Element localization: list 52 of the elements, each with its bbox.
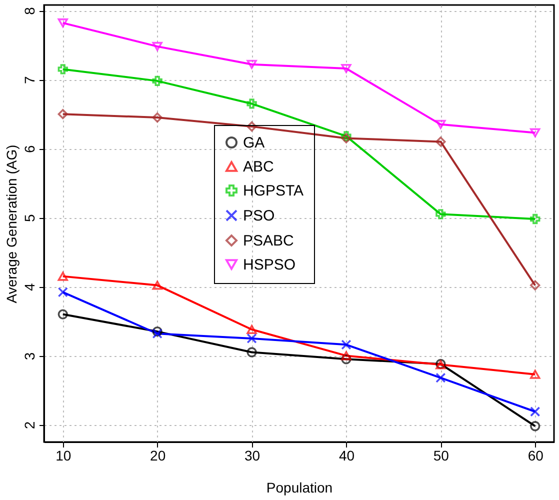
legend-label: ABC	[243, 158, 274, 176]
x-tick-label: 50	[433, 448, 450, 464]
point	[152, 42, 162, 51]
x-tick-label: 60	[528, 448, 544, 464]
y-tick-label: 8	[22, 6, 38, 15]
point	[436, 136, 446, 147]
point	[246, 347, 257, 358]
point	[341, 64, 352, 74]
x-axis-title: Population	[266, 480, 333, 496]
point	[58, 287, 68, 298]
point	[436, 209, 446, 220]
y-tick-label: 2	[22, 421, 38, 430]
x-tick-label: 20	[150, 448, 166, 464]
point	[246, 121, 257, 132]
legend-label: PSO	[243, 208, 275, 224]
point	[58, 272, 68, 281]
point	[246, 98, 257, 109]
x-tick-label: 10	[56, 448, 72, 464]
legend-label: GA	[243, 134, 265, 152]
legend-label: HGPSTA	[243, 182, 304, 200]
point	[58, 18, 68, 28]
point	[530, 214, 540, 224]
point	[530, 128, 540, 138]
point	[341, 354, 352, 364]
point	[246, 60, 257, 69]
point	[152, 326, 162, 337]
y-tick-label: 7	[22, 76, 38, 84]
y-axis-title: Average Generation (AG)	[4, 144, 20, 304]
x-tick-label: 40	[338, 448, 355, 464]
y-tick-label: 4	[22, 283, 38, 292]
point	[152, 112, 162, 123]
point	[341, 340, 352, 350]
point	[530, 370, 540, 379]
point	[530, 406, 540, 417]
y-tick-label: 6	[22, 144, 38, 153]
y-tick-label: 3	[22, 352, 38, 360]
x-tick-label: 30	[244, 448, 260, 464]
point	[246, 324, 257, 334]
point	[436, 372, 446, 383]
point	[152, 76, 162, 86]
point	[530, 280, 540, 290]
point	[530, 421, 540, 432]
point	[246, 333, 257, 344]
point	[436, 120, 446, 129]
point	[58, 108, 68, 120]
point	[58, 64, 68, 74]
legend-label: PSABC	[243, 232, 294, 250]
point	[341, 351, 352, 360]
point	[58, 309, 68, 320]
point	[152, 280, 162, 290]
y-tick-label: 5	[22, 214, 38, 222]
legend-label: HSPSO	[243, 256, 296, 274]
